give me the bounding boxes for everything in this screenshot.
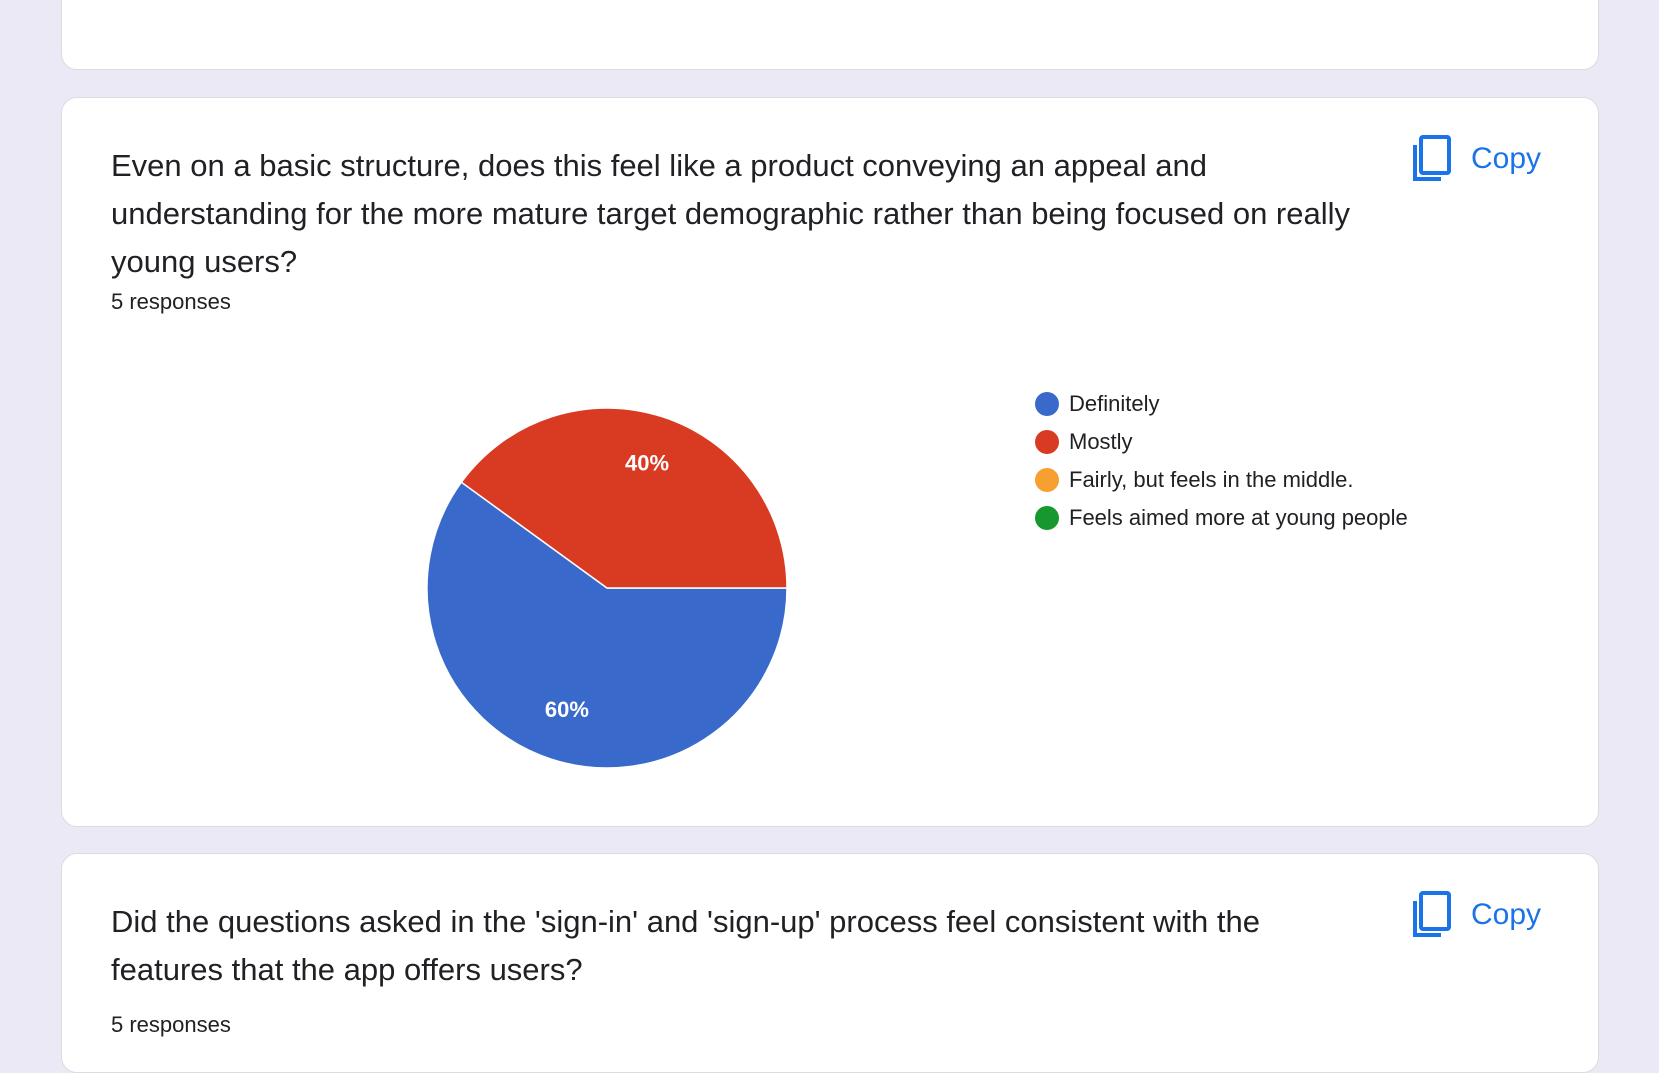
previous-question-card [61,0,1599,70]
copy-label: Copy [1471,142,1542,175]
legend-swatch [1035,506,1059,530]
legend-item[interactable]: Fairly, but feels in the middle. [1035,461,1408,499]
legend-item[interactable]: Feels aimed more at young people [1035,499,1408,537]
question-card: Even on a basic structure, does this fee… [61,97,1599,827]
copy-label: Copy [1471,898,1542,931]
copy-icon [1413,135,1451,181]
copy-icon [1413,891,1451,937]
pie-chart: 60% 40% [426,407,788,769]
pie-slice-label: 40% [625,451,669,476]
legend-label: Definitely [1069,391,1160,416]
response-count: 5 responses [111,1012,231,1037]
legend-item[interactable]: Definitely [1035,385,1408,423]
legend-label: Fairly, but feels in the middle. [1069,467,1354,492]
question-title: Did the questions asked in the 'sign-in'… [111,904,1260,987]
copy-chart-button[interactable]: Copy [1411,134,1561,184]
question-card: Did the questions asked in the 'sign-in'… [61,853,1599,1073]
question-title: Even on a basic structure, does this fee… [111,148,1351,279]
legend-label: Feels aimed more at young people [1069,505,1408,530]
copy-chart-button[interactable]: Copy [1411,890,1561,940]
legend-swatch [1035,430,1059,454]
legend-label: Mostly [1069,429,1133,454]
pie-slice-mostly[interactable] [460,407,788,589]
chart-legend: Definitely Mostly Fairly, but feels in the… [1035,385,1408,537]
pie-slice-definitely[interactable] [426,481,788,769]
legend-item[interactable]: Mostly [1035,423,1408,461]
response-count: 5 responses [111,289,231,314]
legend-swatch [1035,392,1059,416]
pie-slice-label: 60% [545,697,589,722]
legend-swatch [1035,468,1059,492]
